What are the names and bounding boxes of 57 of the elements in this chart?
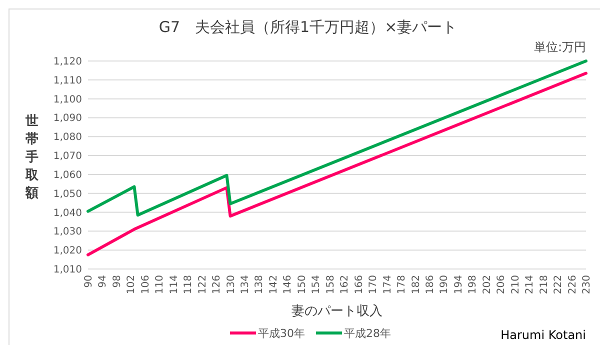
x-tick-label: 210 bbox=[510, 275, 522, 294]
y-tick-label: 1,110 bbox=[53, 75, 82, 86]
x-tick-label: 190 bbox=[439, 275, 450, 294]
x-tick-label: 218 bbox=[538, 275, 550, 294]
x-tick-label: 206 bbox=[496, 275, 508, 294]
x-tick-label: 126 bbox=[212, 275, 223, 294]
text: Harumi Kotani bbox=[500, 328, 586, 342]
x-tick-label: 222 bbox=[553, 275, 564, 294]
y-axis-title: 世帯手取額 bbox=[24, 114, 40, 201]
x-tick-label: 194 bbox=[453, 275, 464, 294]
y-tick-label: 1,080 bbox=[53, 132, 82, 144]
x-tick-label: 230 bbox=[582, 275, 592, 294]
y-tick-label: 1,090 bbox=[53, 113, 82, 124]
y-tick-label: 1,100 bbox=[53, 94, 82, 106]
x-tick-label: 106 bbox=[140, 275, 152, 294]
x-tick-label: 186 bbox=[424, 275, 436, 294]
y-tick-label: 1,010 bbox=[53, 264, 82, 276]
x-tick-label: 182 bbox=[410, 275, 422, 294]
x-tick-label: 154 bbox=[311, 275, 322, 294]
y-tick-label: 1,070 bbox=[53, 151, 82, 162]
x-tick-label: 114 bbox=[168, 275, 180, 294]
x-tick-label: 162 bbox=[340, 275, 351, 294]
x-tick-label: 122 bbox=[197, 275, 208, 294]
x-tick-label: 170 bbox=[368, 275, 380, 294]
line-series bbox=[86, 60, 588, 217]
x-tick-label: 102 bbox=[126, 275, 138, 294]
y-tick-label: 1,050 bbox=[53, 188, 82, 200]
y-tick-label: 1,060 bbox=[53, 170, 82, 181]
y-tick-label: 1,040 bbox=[53, 208, 82, 219]
x-tick-label: 178 bbox=[396, 275, 408, 294]
x-tick-label: 214 bbox=[524, 275, 536, 294]
x-tick-label: 130 bbox=[226, 275, 237, 294]
legend-label: 平成30年 bbox=[258, 326, 305, 340]
x-tick-label: 110 bbox=[154, 275, 166, 294]
x-tick-label: 158 bbox=[325, 275, 336, 294]
x-tick-label: 118 bbox=[183, 275, 194, 294]
line-series bbox=[86, 72, 588, 256]
x-tick-label: 202 bbox=[482, 275, 493, 294]
y-tick-label: 1,020 bbox=[53, 246, 82, 257]
y-tick-label: 1,030 bbox=[53, 226, 82, 238]
x-tick-label: 98 bbox=[112, 275, 123, 288]
text: 単位:万円 bbox=[534, 40, 586, 54]
y-tick-label: 1,120 bbox=[53, 56, 82, 68]
x-tick-label: 94 bbox=[98, 275, 109, 288]
legend-label: 平成28年 bbox=[344, 326, 391, 340]
x-tick-label: 146 bbox=[282, 275, 294, 294]
x-axis-title: 妻のパート収入 bbox=[292, 304, 382, 319]
x-tick-label: 166 bbox=[354, 275, 365, 294]
x-tick-label: 134 bbox=[240, 275, 252, 294]
x-tick-label: 226 bbox=[567, 275, 578, 294]
x-tick-label: 142 bbox=[268, 275, 280, 294]
x-tick-label: 150 bbox=[296, 275, 308, 294]
chart-title: G7 夫会社員（所得1千万円超）×妻パート bbox=[158, 18, 458, 36]
x-tick-label: 138 bbox=[254, 275, 266, 294]
x-tick-label: 90 bbox=[84, 275, 94, 288]
x-tick-label: 198 bbox=[468, 275, 479, 294]
x-tick-label: 174 bbox=[382, 275, 394, 294]
